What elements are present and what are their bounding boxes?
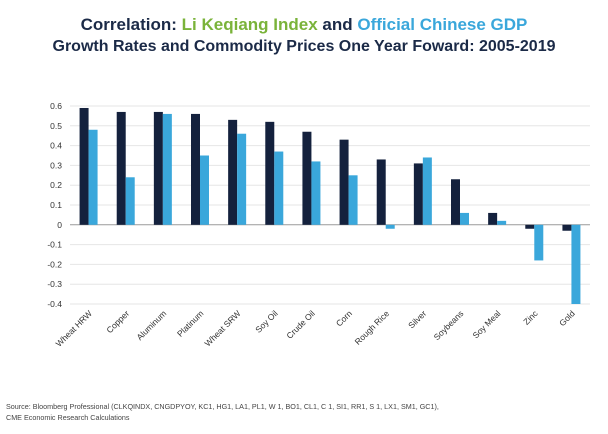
title-series-2: Official Chinese GDP: [357, 15, 528, 34]
y-tick-label: 0.4: [50, 141, 62, 151]
x-category-label: Copper: [104, 308, 131, 335]
chart-title: Correlation: Li Keqiang Index and Offici…: [0, 14, 608, 58]
bars: [79, 107, 581, 304]
y-axis-ticks: 0.6 0.5 0.4 0.3 0.2 0.1 0 -0.1 -0.2 -0.3 -0.4: [47, 101, 62, 309]
bar-li-keqiang-rough-rice: [376, 159, 386, 225]
x-category-label: Soy Meal: [470, 308, 502, 340]
title-mid: and: [317, 15, 358, 34]
x-category-label: Soybeans: [432, 308, 466, 342]
x-category-label: Gold: [557, 308, 577, 328]
bar-gdp-silver: [422, 157, 432, 225]
bar-gdp-rough-rice: [385, 224, 395, 229]
y-tick-label: -0.2: [47, 259, 62, 269]
y-tick-label: 0: [57, 220, 62, 230]
source-line-2: CME Economic Research Calculations: [6, 413, 130, 422]
bar-chart: 0.6 0.5 0.4 0.3 0.2 0.1 0 -0.1 -0.2 -0.3 -0.4 Whea…: [47, 101, 590, 349]
title-line-2: Growth Rates and Commodity Prices One Ye…: [52, 38, 556, 55]
y-tick-label: 0.6: [50, 101, 62, 111]
bar-li-keqiang-corn: [339, 139, 349, 225]
x-category-label: Corn: [334, 308, 354, 328]
bar-gdp-gold: [571, 224, 581, 304]
title-series-1: Li Keqiang Index: [181, 15, 318, 34]
bar-li-keqiang-soy-oil: [265, 121, 275, 225]
y-tick-label: 0.5: [50, 121, 62, 131]
bar-li-keqiang-wheat-hrw: [79, 107, 89, 225]
bar-gdp-soybeans: [460, 212, 469, 225]
bar-gdp-wheat-hrw: [88, 129, 98, 225]
bar-li-keqiang-crude-oil: [302, 131, 312, 225]
bar-li-keqiang-silver: [413, 163, 423, 225]
y-tick-label: 0.2: [50, 180, 62, 190]
bar-gdp-crude-oil: [311, 161, 321, 225]
title-line-1: Correlation: Li Keqiang Index and Offici…: [0, 14, 608, 36]
bar-li-keqiang-soybeans: [451, 179, 460, 225]
y-tick-label: -0.4: [47, 299, 62, 309]
bar-li-keqiang-soy-meal: [488, 212, 498, 225]
x-category-label: Wheat HRW: [54, 308, 94, 348]
bar-gdp-copper: [125, 177, 135, 225]
x-category-label: Crude Oil: [284, 308, 317, 341]
x-category-label: Platinum: [175, 308, 205, 338]
bar-li-keqiang-aluminum: [153, 111, 163, 225]
bar-gdp-soy-meal: [497, 220, 507, 225]
y-tick-label: -0.3: [47, 279, 62, 289]
grid-lines: [70, 105, 590, 305]
x-category-label: Soy Oil: [253, 308, 280, 335]
x-category-label: Wheat SRW: [203, 308, 243, 348]
bar-gdp-soy-oil: [274, 151, 284, 225]
bar-li-keqiang-platinum: [191, 113, 200, 225]
bar-li-keqiang-zinc: [525, 224, 535, 229]
bar-gdp-wheat-srw: [237, 133, 247, 225]
bar-gdp-zinc: [534, 224, 544, 261]
bar-gdp-corn: [348, 175, 358, 225]
bar-gdp-aluminum: [162, 113, 172, 225]
title-prefix: Correlation:: [80, 15, 182, 34]
x-category-label: Silver: [406, 308, 428, 330]
x-category-label: Aluminum: [134, 308, 168, 342]
y-tick-label: 0.3: [50, 160, 62, 170]
x-category-label: Zinc: [521, 308, 540, 327]
bar-gdp-platinum: [200, 155, 209, 225]
bar-li-keqiang-copper: [116, 111, 126, 225]
y-tick-label: -0.1: [47, 240, 62, 250]
bar-li-keqiang-gold: [562, 224, 572, 231]
source-line-1: Source: Bloomberg Professional (CLKQINDX…: [6, 402, 439, 411]
y-tick-label: 0.1: [50, 200, 62, 210]
x-category-label: Rough Rice: [353, 308, 392, 347]
source-note: Source: Bloomberg Professional (CLKQINDX…: [6, 401, 606, 423]
bar-li-keqiang-wheat-srw: [228, 119, 238, 225]
